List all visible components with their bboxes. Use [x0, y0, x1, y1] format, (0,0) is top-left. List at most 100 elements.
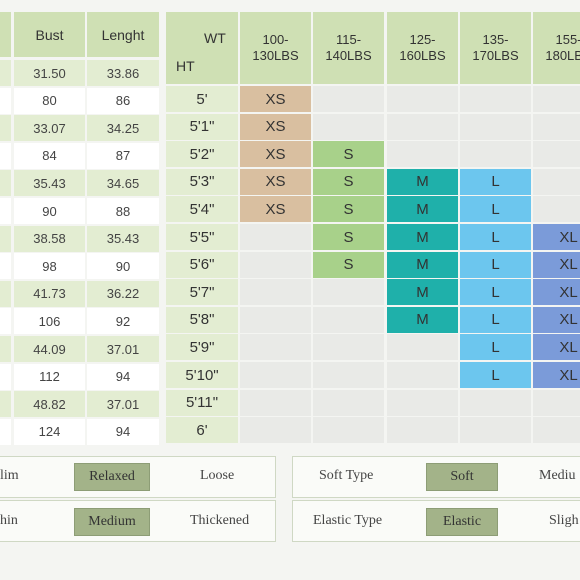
weight-header: 135- 170LBS: [460, 12, 531, 84]
empty-cell: [313, 362, 384, 388]
size-cell-xl: XL: [533, 251, 580, 278]
length-cell: 94: [87, 363, 159, 390]
empty-cell: [533, 113, 580, 140]
empty-cell: [533, 389, 580, 416]
empty-cell: [387, 389, 458, 416]
empty-cell: [533, 86, 580, 112]
weight-header-line: 115-: [335, 32, 362, 47]
thickness-scale-selected-tag: Medium: [74, 508, 150, 536]
row-blank: [0, 170, 11, 197]
empty-cell: [240, 306, 311, 333]
size-cell-xs: XS: [240, 113, 311, 140]
weight-header: 115- 140LBS: [313, 12, 384, 84]
bust-cell: 31.50: [14, 60, 85, 86]
empty-cell: [240, 362, 311, 388]
softness-scale-right-label: Mediu: [539, 468, 576, 483]
weight-header-line: 160LBS: [399, 48, 446, 63]
empty-cell: [240, 417, 311, 444]
bust-cell: 90: [14, 198, 85, 224]
empty-cell: [240, 279, 311, 306]
weight-header: 125- 160LBS: [387, 12, 458, 84]
length-cell: 36.22: [87, 280, 159, 307]
header-length: Lenght: [87, 12, 159, 57]
empty-cell: [533, 141, 580, 168]
size-cell-xl: XL: [533, 306, 580, 333]
size-cell-s: S: [313, 168, 384, 195]
weight-header-line: 170LBS: [472, 48, 519, 63]
size-cell-s: S: [313, 141, 384, 168]
size-cell-l: L: [460, 362, 531, 388]
row-blank: [0, 225, 11, 252]
size-cell-m: M: [387, 168, 458, 195]
wt-ht-corner: WT HT: [166, 12, 238, 84]
weight-header-line: 140LBS: [325, 48, 372, 63]
length-cell: 90: [87, 253, 159, 280]
height-label: 5'2": [166, 141, 238, 168]
row-blank: [0, 336, 11, 362]
height-label: 6': [166, 417, 238, 444]
size-cell-xl: XL: [533, 334, 580, 361]
length-cell: 88: [87, 198, 159, 224]
length-cell: 34.25: [87, 115, 159, 142]
weight-header-line: 155-: [555, 32, 580, 47]
height-label: 5'10": [166, 362, 238, 388]
fit-scale-right-label: Loose: [200, 468, 235, 483]
size-cell-s: S: [313, 251, 384, 278]
bust-cell: 124: [14, 418, 85, 445]
empty-cell: [387, 334, 458, 361]
length-cell: 37.01: [87, 391, 159, 418]
empty-cell: [460, 141, 531, 168]
row-blank: [0, 142, 11, 169]
row-blank: [0, 280, 11, 307]
row-blank: [0, 115, 11, 142]
header-blank: [0, 12, 11, 57]
size-cell-s: S: [313, 224, 384, 250]
bust-cell: 44.09: [14, 336, 85, 362]
empty-cell: [533, 196, 580, 223]
thickness-scale-left-label: hin: [0, 513, 18, 528]
row-blank: [0, 87, 11, 114]
height-label: 5'3": [166, 168, 238, 195]
size-cell-l: L: [460, 279, 531, 306]
empty-cell: [387, 362, 458, 388]
size-cell-l: L: [460, 168, 531, 195]
empty-cell: [313, 334, 384, 361]
header-bust: Bust: [14, 12, 85, 57]
size-cell-xs: XS: [240, 168, 311, 195]
height-label: 5'6": [166, 251, 238, 278]
bust-cell: 80: [14, 87, 85, 114]
bust-cell: 48.82: [14, 391, 85, 418]
length-cell: 33.86: [87, 60, 159, 86]
height-label: 5'1": [166, 113, 238, 140]
size-cell-l: L: [460, 306, 531, 333]
empty-cell: [313, 389, 384, 416]
elasticity-scale-right-label: Sligh: [549, 513, 579, 528]
weight-header-line: 125-: [409, 32, 436, 47]
size-cell-s: S: [313, 196, 384, 223]
thickness-scale-right-label: Thickened: [190, 513, 250, 528]
bust-cell: 112: [14, 363, 85, 390]
row-blank: [0, 418, 11, 445]
size-cell-m: M: [387, 279, 458, 306]
size-cell-l: L: [460, 251, 531, 278]
size-cell-xs: XS: [240, 86, 311, 112]
size-cell-xs: XS: [240, 141, 311, 168]
height-label: 5'4": [166, 196, 238, 223]
empty-cell: [533, 417, 580, 444]
bust-cell: 33.07: [14, 115, 85, 142]
row-blank: [0, 308, 11, 335]
weight-header: 100- 130LBS: [240, 12, 311, 84]
empty-cell: [313, 279, 384, 306]
size-cell-xl: XL: [533, 279, 580, 306]
height-label: 5'5": [166, 224, 238, 250]
empty-cell: [460, 86, 531, 112]
fit-scale-selected-tag: Relaxed: [74, 463, 150, 491]
row-blank: [0, 391, 11, 418]
length-cell: 92: [87, 308, 159, 335]
empty-cell: [460, 417, 531, 444]
bust-cell: 41.73: [14, 280, 85, 307]
weight-header-line: 130LBS: [252, 48, 299, 63]
weight-header: 155-180LBS: [533, 12, 580, 84]
size-cell-m: M: [387, 306, 458, 333]
empty-cell: [240, 224, 311, 250]
